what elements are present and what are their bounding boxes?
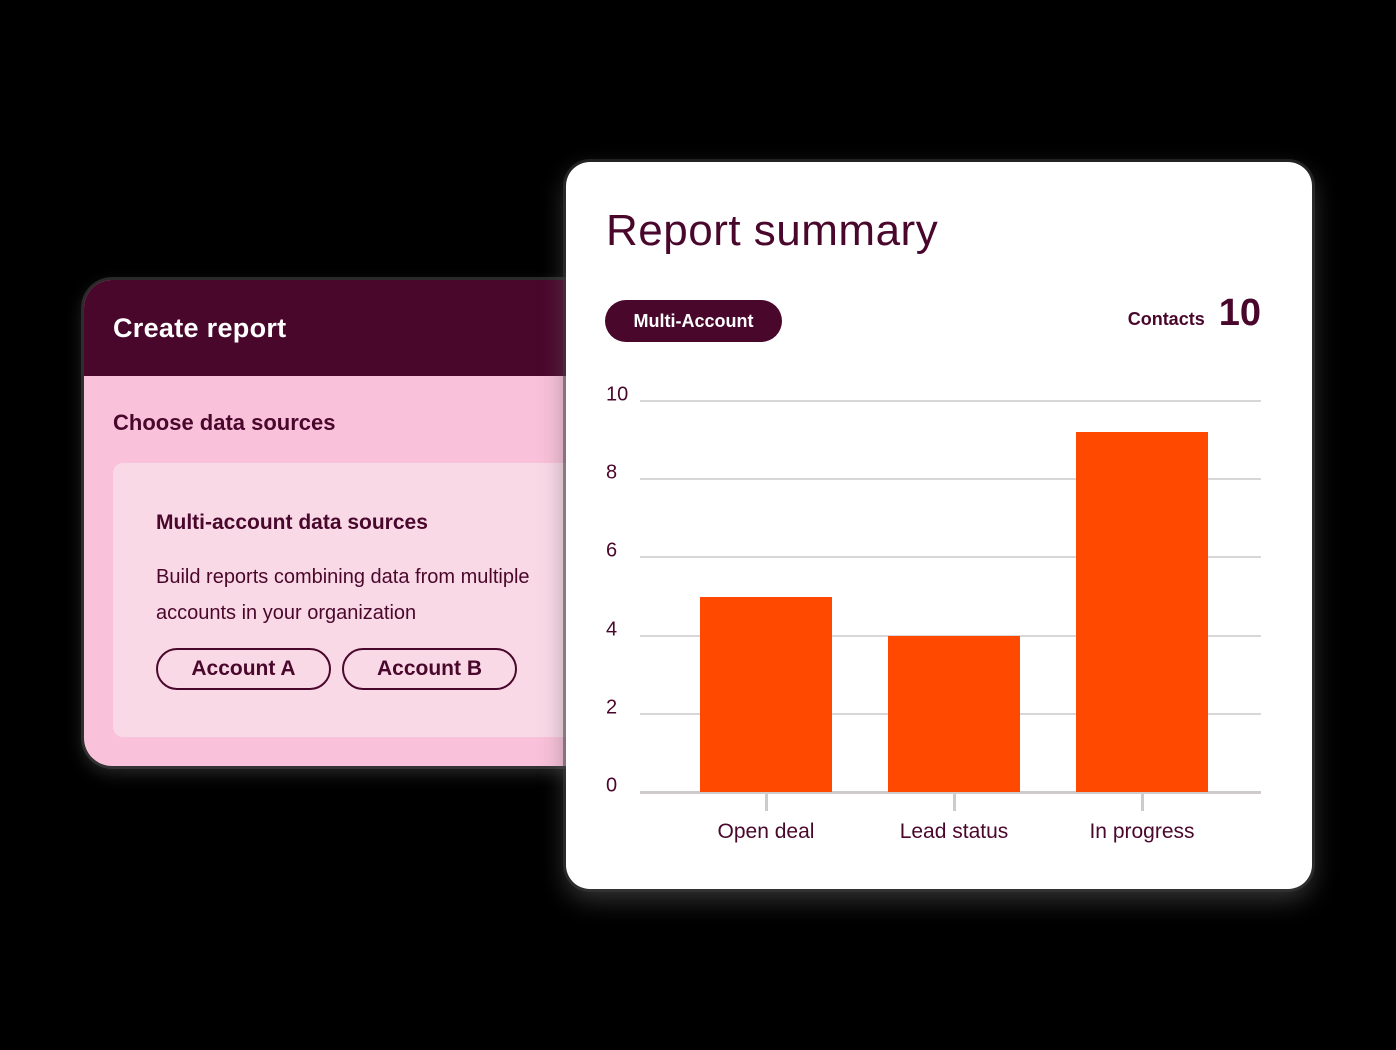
gridline	[640, 478, 1261, 481]
y-axis-tick-label: 8	[606, 461, 618, 484]
y-axis-tick-label: 4	[606, 618, 618, 641]
y-axis-tick-label: 0	[606, 774, 618, 797]
contacts-value: 10	[1218, 292, 1261, 334]
account-b-button[interactable]: Account B	[342, 648, 517, 690]
bar-open-deal[interactable]	[700, 596, 832, 792]
contacts-label: Contacts	[1127, 309, 1205, 329]
bar-in-progress[interactable]	[1076, 432, 1208, 792]
bar-lead-status[interactable]	[888, 635, 1020, 792]
create-report-card: Create report Choose data sources Multi-…	[84, 280, 604, 766]
x-axis-label: Lead status	[899, 820, 1009, 843]
contacts-stat: Contacts 10	[1128, 292, 1261, 335]
x-axis-label: In progress	[1089, 820, 1195, 843]
bar-chart: 0 2 4 6 8 10 Open deal Lead status In progress	[566, 162, 1312, 889]
account-a-button[interactable]: Account A	[156, 648, 331, 690]
y-axis-tick-label: 10	[606, 383, 629, 406]
create-report-header: Create report	[84, 280, 604, 376]
multi-account-title: Multi-account data sources	[156, 511, 428, 534]
x-axis-line	[640, 791, 1261, 794]
create-report-title: Create report	[113, 312, 287, 343]
x-axis-tick	[765, 794, 768, 811]
x-axis-tick	[953, 794, 956, 811]
multi-account-data-sources-card: Multi-account data sources Build reports…	[113, 463, 604, 737]
choose-data-sources-label: Choose data sources	[113, 410, 336, 435]
multi-account-description: Build reports combining data from multip…	[156, 566, 530, 624]
gridline	[640, 400, 1261, 402]
multi-account-badge[interactable]: Multi-Account	[605, 300, 782, 342]
x-axis-label: Open deal	[717, 820, 815, 843]
x-axis-tick	[1141, 794, 1144, 811]
y-axis-tick-label: 6	[606, 539, 618, 562]
report-summary-card: Report summary Multi-Account Contacts 10…	[566, 162, 1312, 889]
account-buttons: Account A Account B	[156, 648, 517, 690]
gridline	[640, 556, 1261, 559]
report-summary-title: Report summary	[606, 206, 939, 255]
y-axis-tick-label: 2	[606, 696, 618, 719]
